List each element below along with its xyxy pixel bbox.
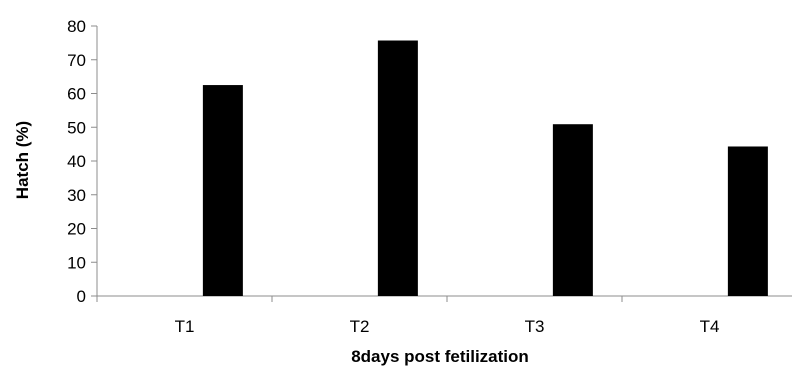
bar-t4 bbox=[727, 146, 768, 296]
y-tick-label: 0 bbox=[77, 287, 86, 306]
bar-t3 bbox=[552, 124, 593, 297]
y-tick-label: 70 bbox=[67, 51, 86, 70]
x-tick-label: T1 bbox=[175, 317, 195, 336]
y-tick-label: 60 bbox=[67, 85, 86, 104]
x-axis: T1 T2 T3 T4 bbox=[96, 295, 792, 336]
y-tick-label: 30 bbox=[67, 186, 86, 205]
bar-t1 bbox=[202, 85, 243, 296]
x-tick-label: T2 bbox=[350, 317, 370, 336]
y-tick-label: 50 bbox=[67, 118, 86, 137]
y-axis: 0 10 20 30 40 50 60 70 80 bbox=[67, 17, 98, 306]
x-axis-title: 8days post fetilization bbox=[351, 347, 529, 366]
y-tick-label: 10 bbox=[67, 253, 86, 272]
x-tick-label: T4 bbox=[700, 317, 720, 336]
bars bbox=[202, 40, 768, 297]
y-tick-label: 20 bbox=[67, 220, 86, 239]
y-axis-title: Hatch (%) bbox=[13, 121, 32, 199]
x-tick-label: T3 bbox=[525, 317, 545, 336]
bar-t2 bbox=[377, 40, 418, 297]
y-tick-label: 80 bbox=[67, 17, 86, 36]
y-tick-label: 40 bbox=[67, 152, 86, 171]
